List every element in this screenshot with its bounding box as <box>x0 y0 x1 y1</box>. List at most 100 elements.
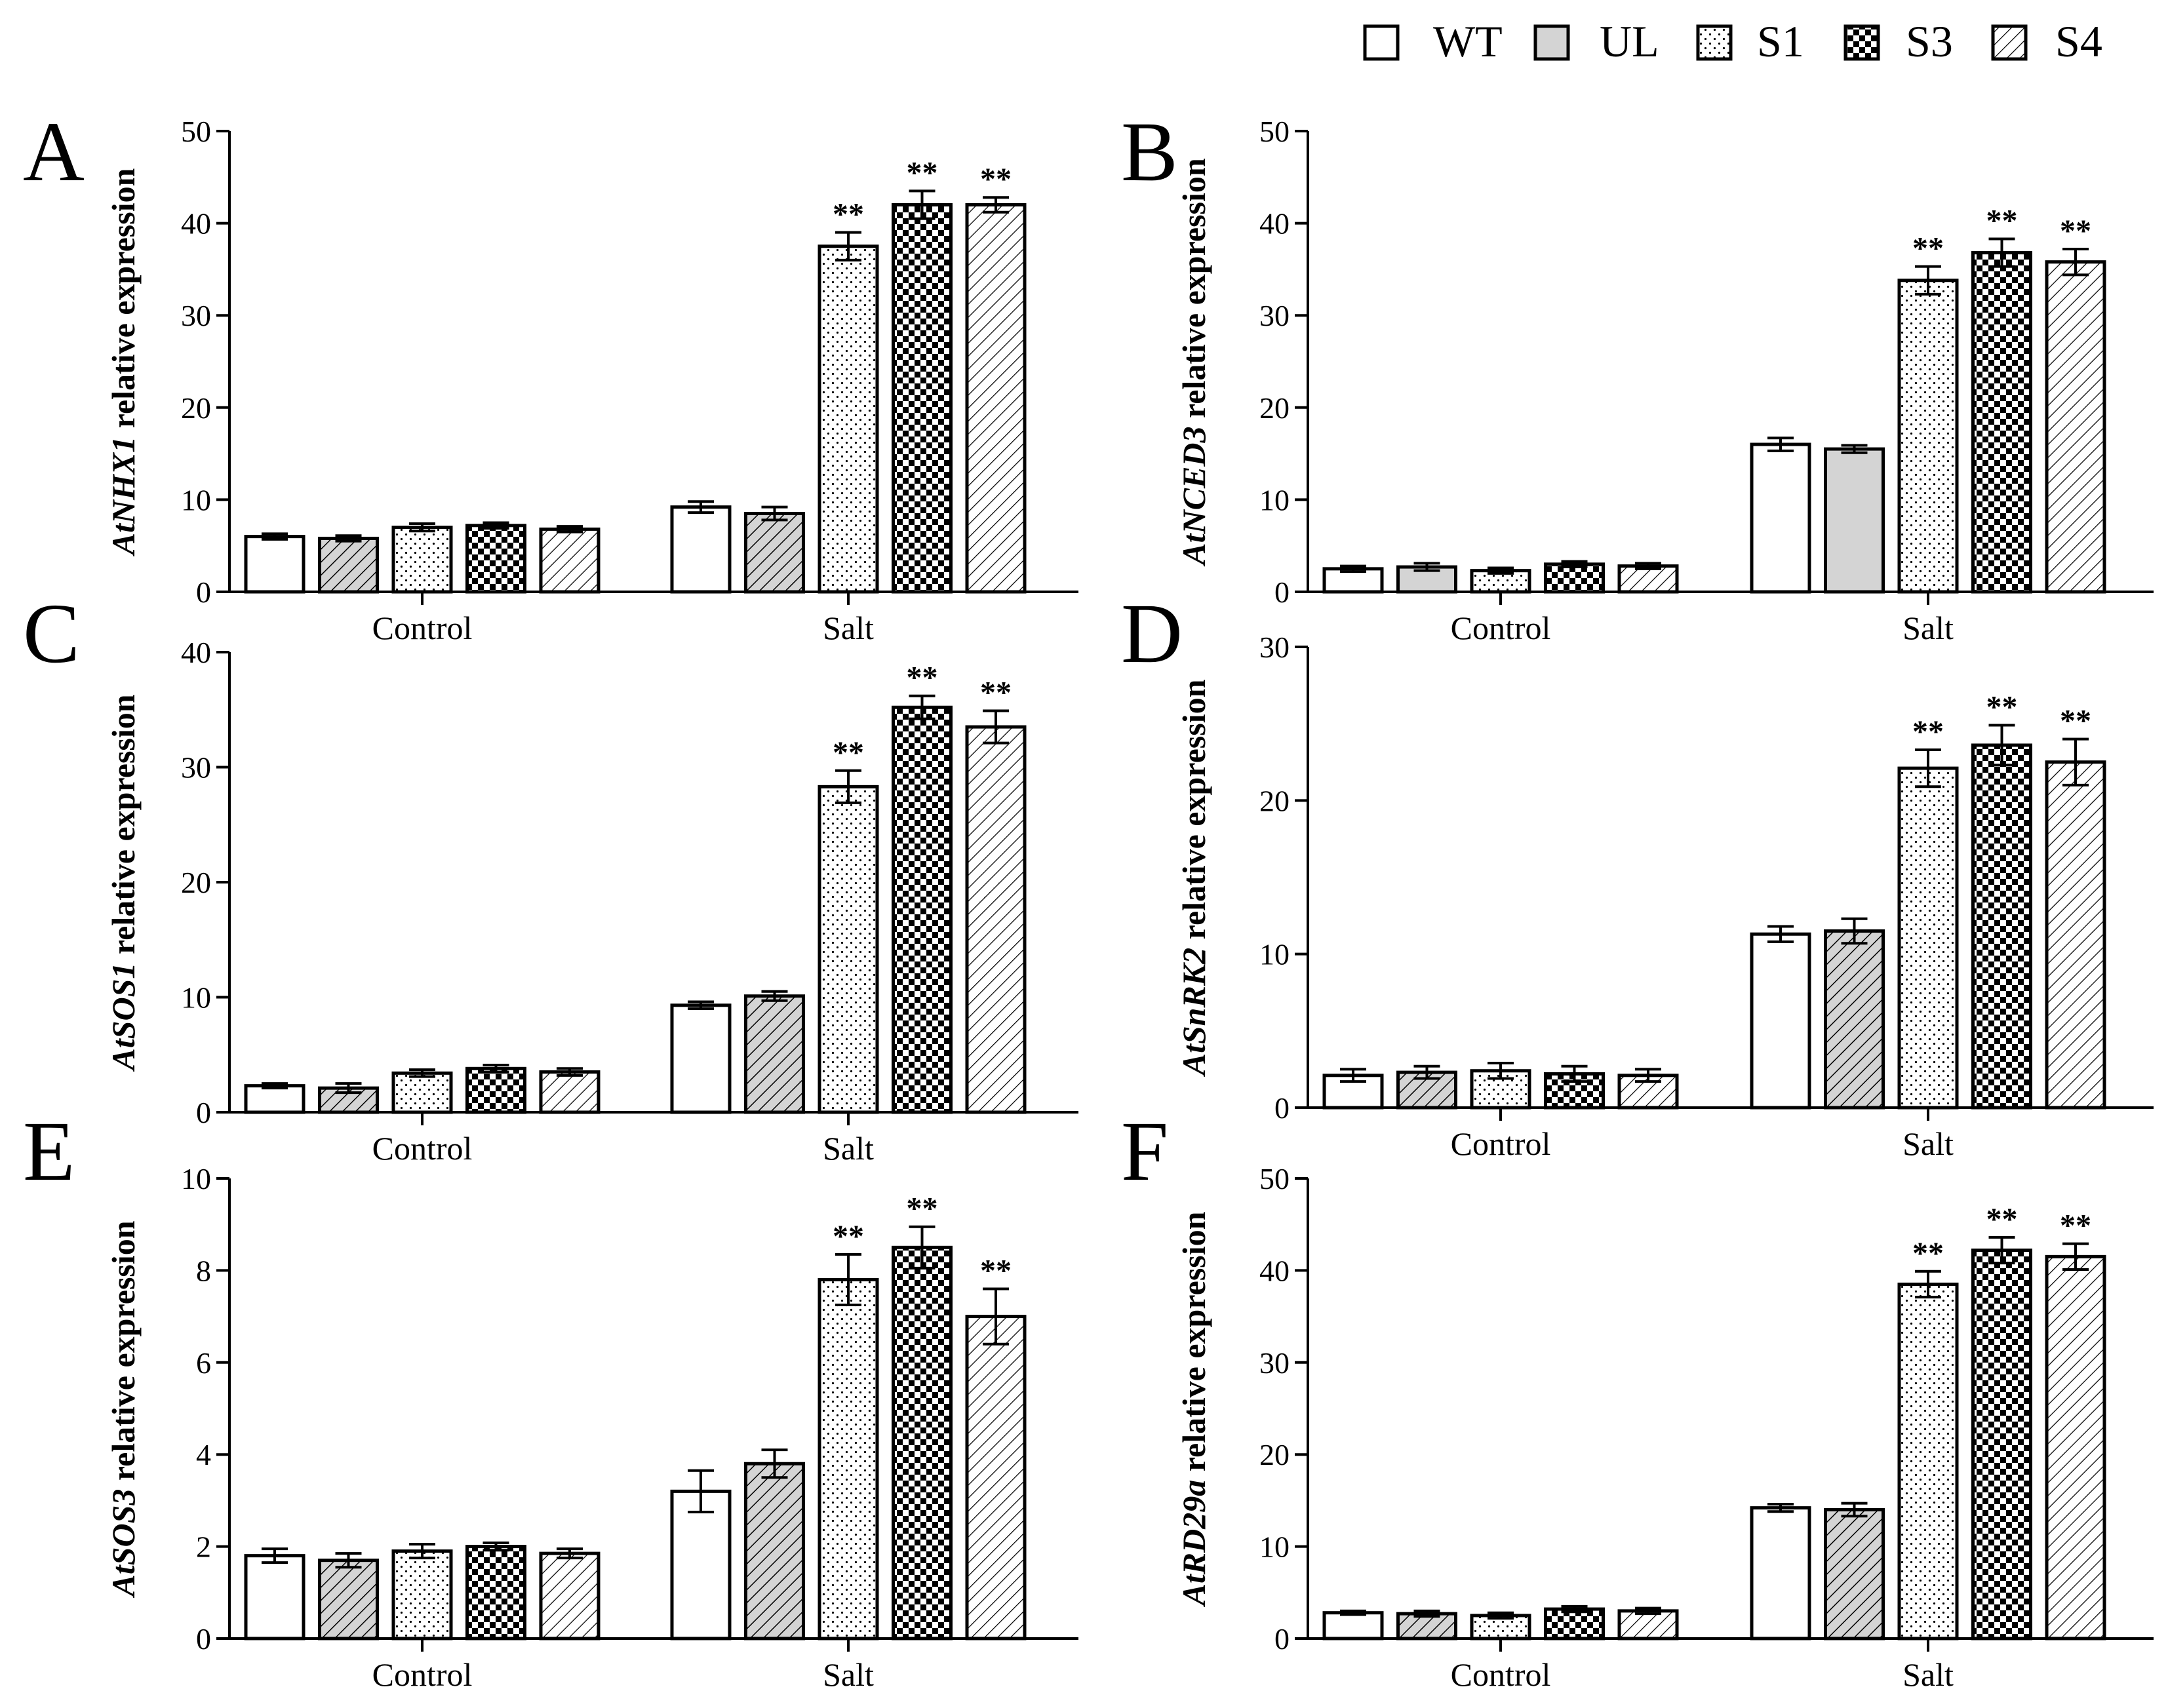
y-tick-label: 40 <box>1259 1254 1290 1287</box>
bar-wt <box>1322 567 1384 594</box>
y-axis-label-text: relative expression <box>1175 158 1212 426</box>
significance-label: ** <box>980 676 1012 710</box>
y-tick-label: 50 <box>1259 115 1290 148</box>
bar-wt <box>670 1489 732 1640</box>
bar-s1 <box>1897 1282 1959 1640</box>
y-axis-label: AtNHX1 relative expression <box>105 168 142 556</box>
legend-label-s4: S4 <box>2055 16 2102 66</box>
bar-wt <box>1322 1611 1384 1640</box>
bar-wt <box>1750 932 1811 1110</box>
bar-wt <box>670 1003 732 1114</box>
bar-wt <box>244 535 305 594</box>
x-category-label: Control <box>1451 610 1551 646</box>
x-category-label: Control <box>1451 1656 1551 1693</box>
legend-label-s1: S1 <box>1757 16 1804 66</box>
y-axis-label-text: relative expression <box>105 1220 142 1488</box>
y-tick-label: 10 <box>181 483 211 516</box>
panel-letter: A <box>23 105 85 199</box>
significance-label: ** <box>1912 1236 1944 1271</box>
significance-label: ** <box>2060 214 2091 248</box>
bar-s1 <box>818 244 879 594</box>
legend-swatch-s3 <box>1843 24 1880 61</box>
significance-label: ** <box>980 1253 1012 1288</box>
x-category-label: Salt <box>1902 610 1954 646</box>
y-tick-label: 20 <box>1259 391 1290 425</box>
bar-s3 <box>1971 743 2032 1110</box>
significance-label: ** <box>907 155 938 190</box>
y-tick-label: 50 <box>181 115 211 148</box>
y-tick-label: 30 <box>1259 1346 1290 1380</box>
significance-label: ** <box>1912 231 1944 266</box>
legend-swatch-s4 <box>1991 24 2028 61</box>
bar-ul <box>318 536 379 594</box>
y-axis-label-text: relative expression <box>1175 679 1212 947</box>
bar-ul <box>318 1559 379 1640</box>
bar-wt <box>1750 442 1811 594</box>
bar-s1 <box>818 785 879 1114</box>
y-axis-label-text: relative expression <box>105 694 142 962</box>
y-tick-label: 10 <box>1259 938 1290 971</box>
legend-item-s4: S4 <box>1991 16 2102 66</box>
y-tick-label: 50 <box>1259 1162 1290 1195</box>
bar-s1 <box>391 1549 453 1640</box>
y-axis-label-gene: AtNHX1 <box>105 437 142 557</box>
bar-ul <box>1824 447 1885 594</box>
bar-s4 <box>965 1315 1027 1640</box>
legend-swatch-s1 <box>1696 24 1733 61</box>
panel-letter: B <box>1121 105 1178 199</box>
bar-s4 <box>965 203 1027 594</box>
y-tick-label: 40 <box>181 207 211 241</box>
bar-s3 <box>465 1545 526 1640</box>
y-tick-label: 10 <box>181 981 211 1015</box>
y-tick-label: 20 <box>181 866 211 899</box>
y-tick-label: 40 <box>181 636 211 669</box>
bar-s3 <box>1544 562 1605 594</box>
legend-item-ul: UL <box>1533 16 1659 66</box>
y-tick-label: 30 <box>181 299 211 332</box>
x-category-label: Salt <box>823 1130 874 1167</box>
y-axis-label-gene: AtNCED3 <box>1175 427 1212 567</box>
bar-ul <box>744 1462 805 1640</box>
bar-s3 <box>465 1066 526 1114</box>
bar-s1 <box>391 1071 453 1114</box>
bar-ul <box>1824 929 1885 1110</box>
bar-wt <box>670 505 732 594</box>
panel-a: A AtNHX1 relative expression 0 10 20 30 40 50 Co… <box>23 105 1078 646</box>
legend-label-ul: UL <box>1600 16 1659 66</box>
y-tick-label: 0 <box>1274 575 1290 609</box>
legend-item-wt: WT <box>1363 16 1503 66</box>
x-category-label: Control <box>372 610 473 646</box>
significance-label: ** <box>1912 714 1944 749</box>
significance-label: ** <box>1986 1202 2018 1237</box>
bar-wt <box>244 1084 305 1114</box>
y-tick-label: 20 <box>1259 784 1290 817</box>
y-axis-label-gene: AtSnRK2 <box>1175 948 1212 1077</box>
legend: WT UL S1 S3 S4 <box>1363 16 2102 66</box>
y-tick-label: 0 <box>1274 1622 1290 1656</box>
bar-s1 <box>1897 766 1959 1110</box>
y-tick-label: 0 <box>1274 1091 1290 1125</box>
panel-c: C AtSOS1 relative expression 0 10 20 30 40 Cont… <box>23 587 1078 1167</box>
panel-e: E AtSOS3 relative expression 0 2 4 6 8 10 Contro… <box>23 1104 1078 1693</box>
y-axis-label-text: relative expression <box>1175 1211 1212 1479</box>
legend-item-s1: S1 <box>1696 16 1804 66</box>
bar-s4 <box>539 1551 601 1640</box>
y-tick-label: 30 <box>1259 631 1290 664</box>
legend-item-s3: S3 <box>1843 16 1953 66</box>
x-category-label: Control <box>372 1656 473 1693</box>
legend-label-s3: S3 <box>1906 16 1953 66</box>
significance-label: ** <box>1986 690 2018 725</box>
x-category-label: Salt <box>1902 1125 1954 1162</box>
y-tick-label: 10 <box>1259 483 1290 516</box>
legend-swatch-wt <box>1363 24 1400 61</box>
bar-wt <box>244 1554 305 1640</box>
y-tick-label: 10 <box>181 1162 211 1195</box>
bar-s3 <box>1971 1249 2032 1640</box>
bar-s3 <box>892 705 953 1114</box>
y-tick-label: 30 <box>181 751 211 785</box>
x-category-label: Salt <box>823 1656 874 1693</box>
